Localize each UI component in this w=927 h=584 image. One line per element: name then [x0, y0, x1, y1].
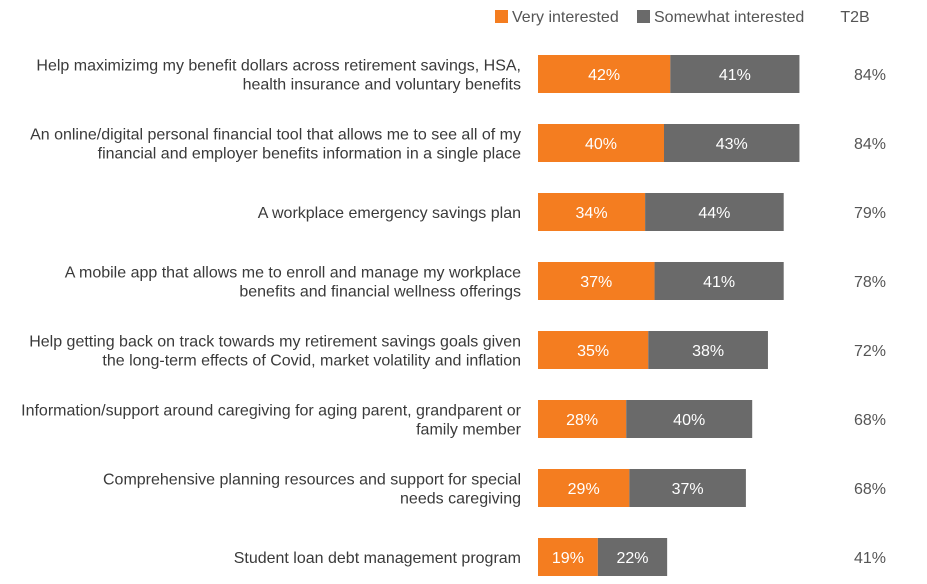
data-label-somewhat-interested: 41% — [719, 67, 751, 84]
data-label-very-interested: 35% — [577, 343, 609, 360]
t2b-value: 68% — [854, 481, 886, 498]
t2b-value: 79% — [854, 205, 886, 222]
bar-segment-very-interested — [538, 469, 630, 507]
category-label: Information/support around caregiving fo… — [21, 403, 522, 439]
bar-row: Student loan debt management program 19% 2… — [234, 538, 886, 576]
category-label: Comprehensive planning resources and sup… — [103, 472, 521, 508]
legend-label-somewhat-interested: Somewhat interested — [654, 9, 804, 26]
bar-segment-very-interested — [538, 331, 649, 369]
t2b-value: 41% — [854, 550, 886, 567]
bar-segment-very-interested — [538, 193, 646, 231]
data-label-somewhat-interested: 43% — [716, 136, 748, 153]
category-label: Help getting back on track towards my re… — [29, 334, 521, 370]
data-label-somewhat-interested: 41% — [703, 274, 735, 291]
category-label: An online/digital personal financial too… — [30, 127, 521, 163]
t2b-value: 84% — [854, 67, 886, 84]
t2b-value: 68% — [854, 412, 886, 429]
data-label-very-interested: 28% — [566, 412, 598, 429]
data-label-somewhat-interested: 22% — [616, 550, 648, 567]
category-label: A workplace emergency savings plan — [258, 205, 521, 222]
bar-segment-very-interested — [538, 262, 655, 300]
bar-segment-very-interested — [538, 400, 627, 438]
bar-row: An online/digital personal financial too… — [30, 124, 886, 163]
bar-row: Help getting back on track towards my re… — [29, 331, 886, 370]
t2b-header: T2B — [840, 9, 869, 26]
data-label-very-interested: 42% — [588, 67, 620, 84]
legend-swatch-very-interested — [495, 10, 508, 23]
bar-segment-somewhat-interested — [664, 124, 800, 162]
t2b-value: 78% — [854, 274, 886, 291]
bar-segment-somewhat-interested — [629, 469, 746, 507]
bar-segment-somewhat-interested — [654, 262, 784, 300]
bar-segment-very-interested — [538, 55, 671, 93]
data-label-very-interested: 19% — [552, 550, 584, 567]
bar-row: Comprehensive planning resources and sup… — [103, 469, 886, 508]
bar-row: Help maximizimg my benefit dollars acros… — [36, 55, 886, 94]
bar-segment-somewhat-interested — [648, 331, 768, 369]
data-label-very-interested: 29% — [568, 481, 600, 498]
legend: Very interested Somewhat interested T2B — [495, 9, 870, 26]
data-label-somewhat-interested: 38% — [692, 343, 724, 360]
bar-row: Information/support around caregiving fo… — [21, 400, 886, 439]
data-label-very-interested: 37% — [580, 274, 612, 291]
bar-segment-somewhat-interested — [626, 400, 753, 438]
data-label-somewhat-interested: 40% — [673, 412, 705, 429]
bar-segment-somewhat-interested — [670, 55, 800, 93]
bar-row: A workplace emergency savings plan 34% 44%… — [258, 193, 886, 231]
data-label-somewhat-interested: 44% — [698, 205, 730, 222]
bar-segment-very-interested — [538, 124, 664, 162]
bar-segment-very-interested — [538, 538, 598, 576]
bar-segment-somewhat-interested — [645, 193, 784, 231]
bar-row: A mobile app that allows me to enroll an… — [65, 262, 886, 301]
data-label-somewhat-interested: 37% — [672, 481, 704, 498]
chart-rows: Help maximizimg my benefit dollars acros… — [21, 55, 886, 576]
t2b-value: 72% — [854, 343, 886, 360]
data-label-very-interested: 40% — [585, 136, 617, 153]
data-label-very-interested: 34% — [576, 205, 608, 222]
legend-label-very-interested: Very interested — [512, 9, 619, 26]
legend-swatch-somewhat-interested — [637, 10, 650, 23]
category-label: Help maximizimg my benefit dollars acros… — [36, 58, 521, 94]
category-label: A mobile app that allows me to enroll an… — [65, 265, 521, 301]
category-label: Student loan debt management program — [234, 550, 521, 567]
bar-segment-somewhat-interested — [597, 538, 668, 576]
t2b-value: 84% — [854, 136, 886, 153]
